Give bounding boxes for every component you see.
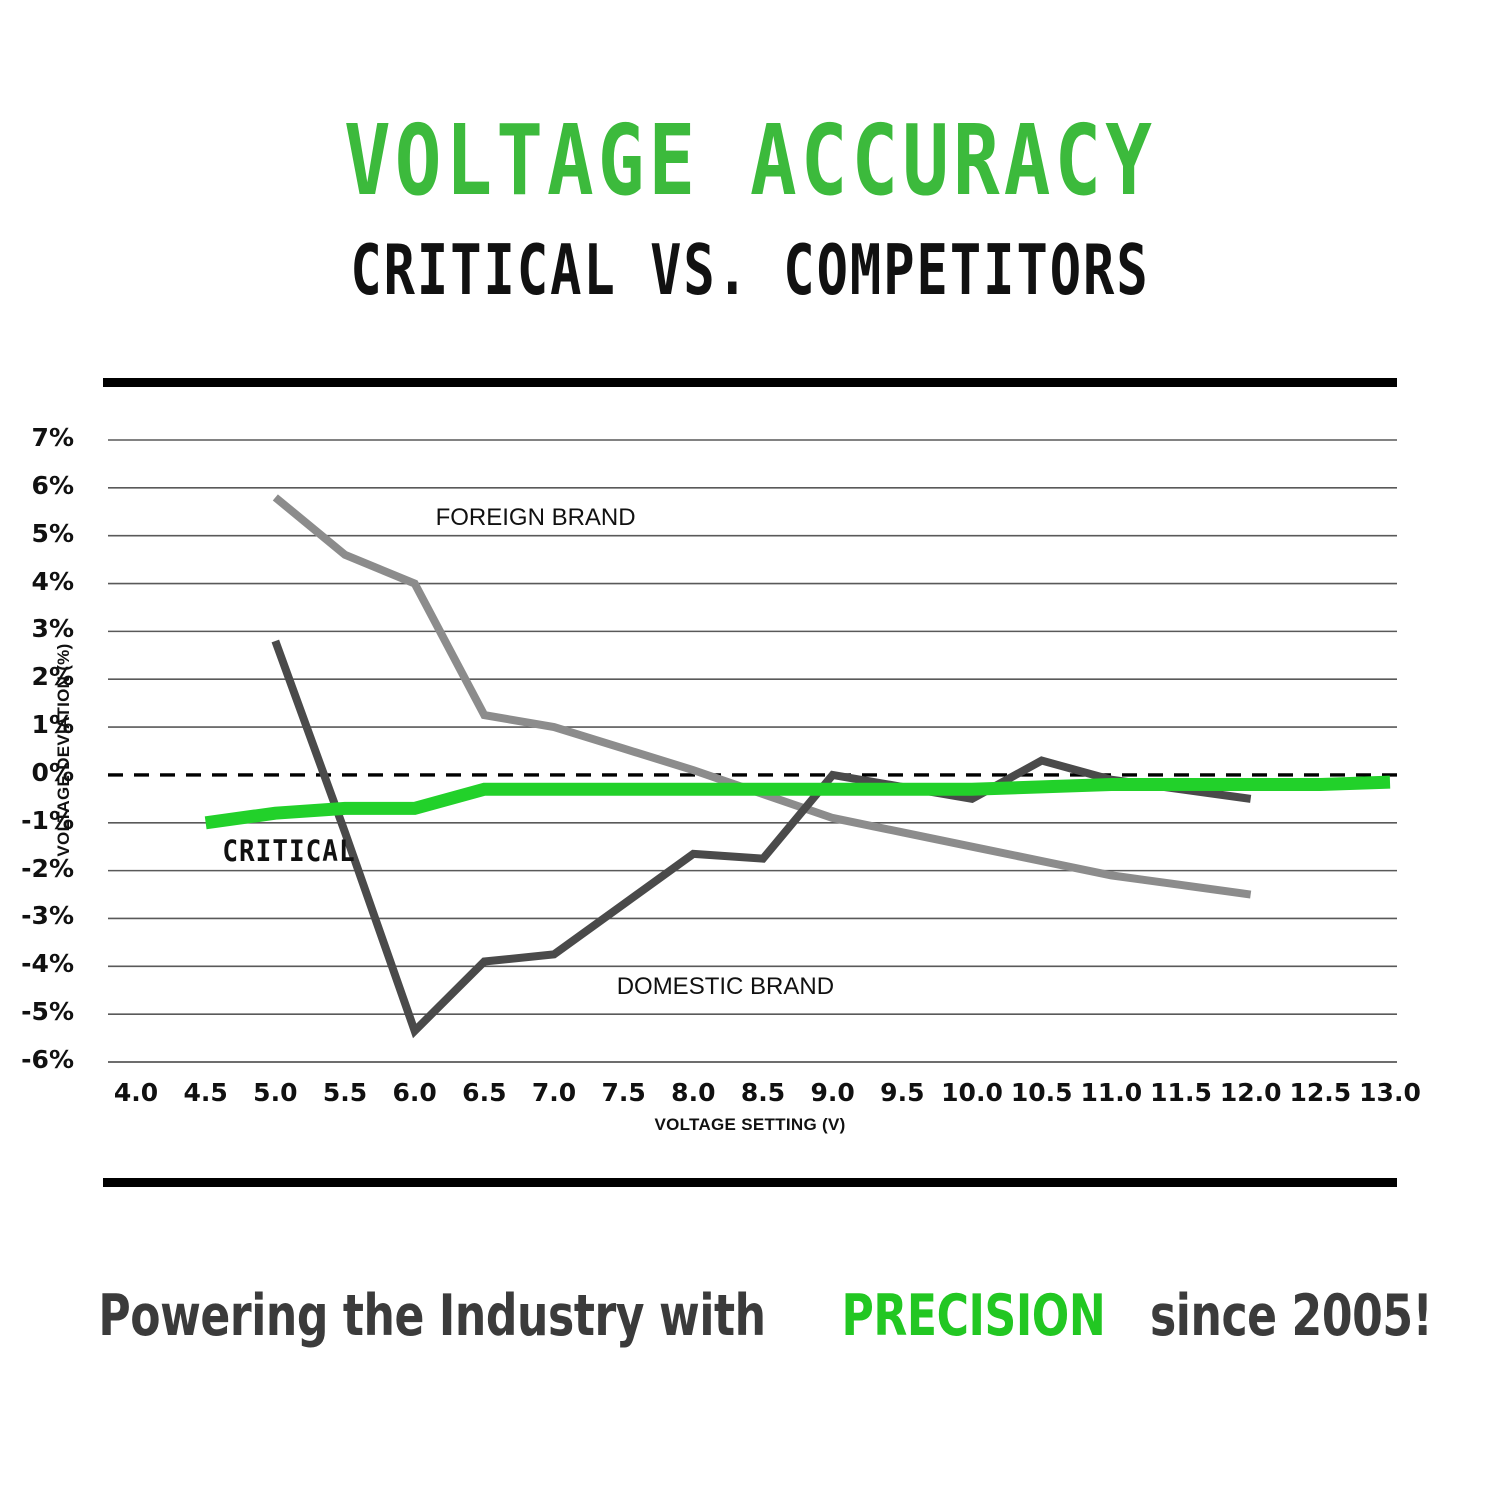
- y-axis-tick-label: 2%: [31, 662, 74, 692]
- page-title: VOLTAGE ACCURACY: [343, 103, 1157, 217]
- y-axis-tick-label: 5%: [31, 518, 74, 548]
- series-label-foreign-brand: FOREIGN BRAND: [435, 503, 636, 531]
- x-axis-tick-label: 8.5: [740, 1078, 786, 1107]
- x-axis-tick-label: 5.0: [253, 1078, 298, 1107]
- series-lines: [204, 494, 1391, 1039]
- header: VOLTAGE ACCURACY CRITICAL VS. COMPETITOR…: [0, 0, 1500, 306]
- chart-container: 7% 6% 5% 4% 3% 2% 1% 0% -1% -2% -3% -4% -5% -6% 4.0 4.…: [0, 370, 1500, 1200]
- plot-area: 7% 6% 5% 4% 3% 2% 1% 0% -1% -2% -3% -4% -5% -6% 4.0 4.…: [0, 370, 1500, 1200]
- y-axis-tick-label: -2%: [21, 853, 74, 883]
- gridlines: [108, 439, 1397, 1063]
- y-axis-tick-label: 3%: [31, 614, 74, 644]
- x-axis-tick-label: 13.0: [1359, 1078, 1421, 1107]
- x-axis-tick-label: 7.0: [531, 1078, 577, 1107]
- series-label-domestic-brand: DOMESTIC BRAND: [616, 972, 835, 1000]
- page-subtitle: CRITICAL VS. COMPETITORS: [350, 230, 1150, 312]
- x-axis-tick-label: 10.0: [941, 1078, 1003, 1107]
- y-axis-tick-label: 6%: [31, 470, 74, 500]
- divider-bottom: [103, 1178, 1397, 1187]
- y-axis-tick-label: 4%: [31, 566, 74, 596]
- footer-tagline: Powering the Industry with PRECISION sin…: [0, 1283, 1500, 1349]
- x-axis-tick-label: 4.0: [113, 1078, 159, 1107]
- y-axis-tick-label: 0%: [31, 757, 74, 787]
- x-axis-tick-label: 8.0: [671, 1078, 716, 1107]
- footer-text-part2: since 2005!: [1150, 1283, 1433, 1349]
- x-axis-tick-label: 12.0: [1219, 1078, 1282, 1107]
- y-axis-tick-label: 7%: [31, 423, 74, 452]
- x-axis-tick-label: 11.0: [1080, 1078, 1143, 1107]
- series-line-foreign-brand: [272, 494, 1252, 899]
- y-axis-tick-label: -3%: [21, 901, 74, 931]
- x-axis-tick-label: 11.5: [1150, 1078, 1212, 1107]
- line-chart-svg: [108, 439, 1397, 1063]
- x-axis-tick-label: 6.5: [462, 1078, 507, 1107]
- x-axis-tick-label: 9.0: [810, 1078, 855, 1107]
- footer-highlight-precision: PRECISION: [841, 1283, 1106, 1349]
- x-axis-tick-label: 12.5: [1289, 1078, 1352, 1107]
- x-axis-title: VOLTAGE SETTING (V): [654, 1115, 846, 1134]
- footer-text-part1: Powering the Industry with: [98, 1283, 767, 1349]
- divider-top: [103, 378, 1397, 387]
- y-axis-tick-label: -4%: [21, 949, 74, 979]
- series-line-domestic-brand: [271, 639, 1252, 1039]
- x-axis-tick-label: 4.5: [183, 1078, 228, 1107]
- series-line-critical: [204, 775, 1391, 830]
- x-axis-tick-label: 7.5: [601, 1078, 646, 1107]
- x-axis-tick-label: 9.5: [880, 1078, 925, 1107]
- x-axis-tick-label: 10.5: [1010, 1078, 1073, 1107]
- y-axis-tick-label: -1%: [21, 805, 74, 835]
- y-axis-tick-label: -5%: [21, 997, 74, 1027]
- y-axis-title: VOLTAGE DEVIATION (%): [54, 643, 73, 857]
- x-axis-tick-label: 5.5: [322, 1078, 368, 1107]
- series-label-critical: CRITICAL: [222, 835, 356, 870]
- y-axis-tick-label: -6%: [21, 1045, 74, 1074]
- y-axis-tick-label: 1%: [31, 710, 74, 740]
- x-axis-tick-label: 6.0: [392, 1078, 437, 1107]
